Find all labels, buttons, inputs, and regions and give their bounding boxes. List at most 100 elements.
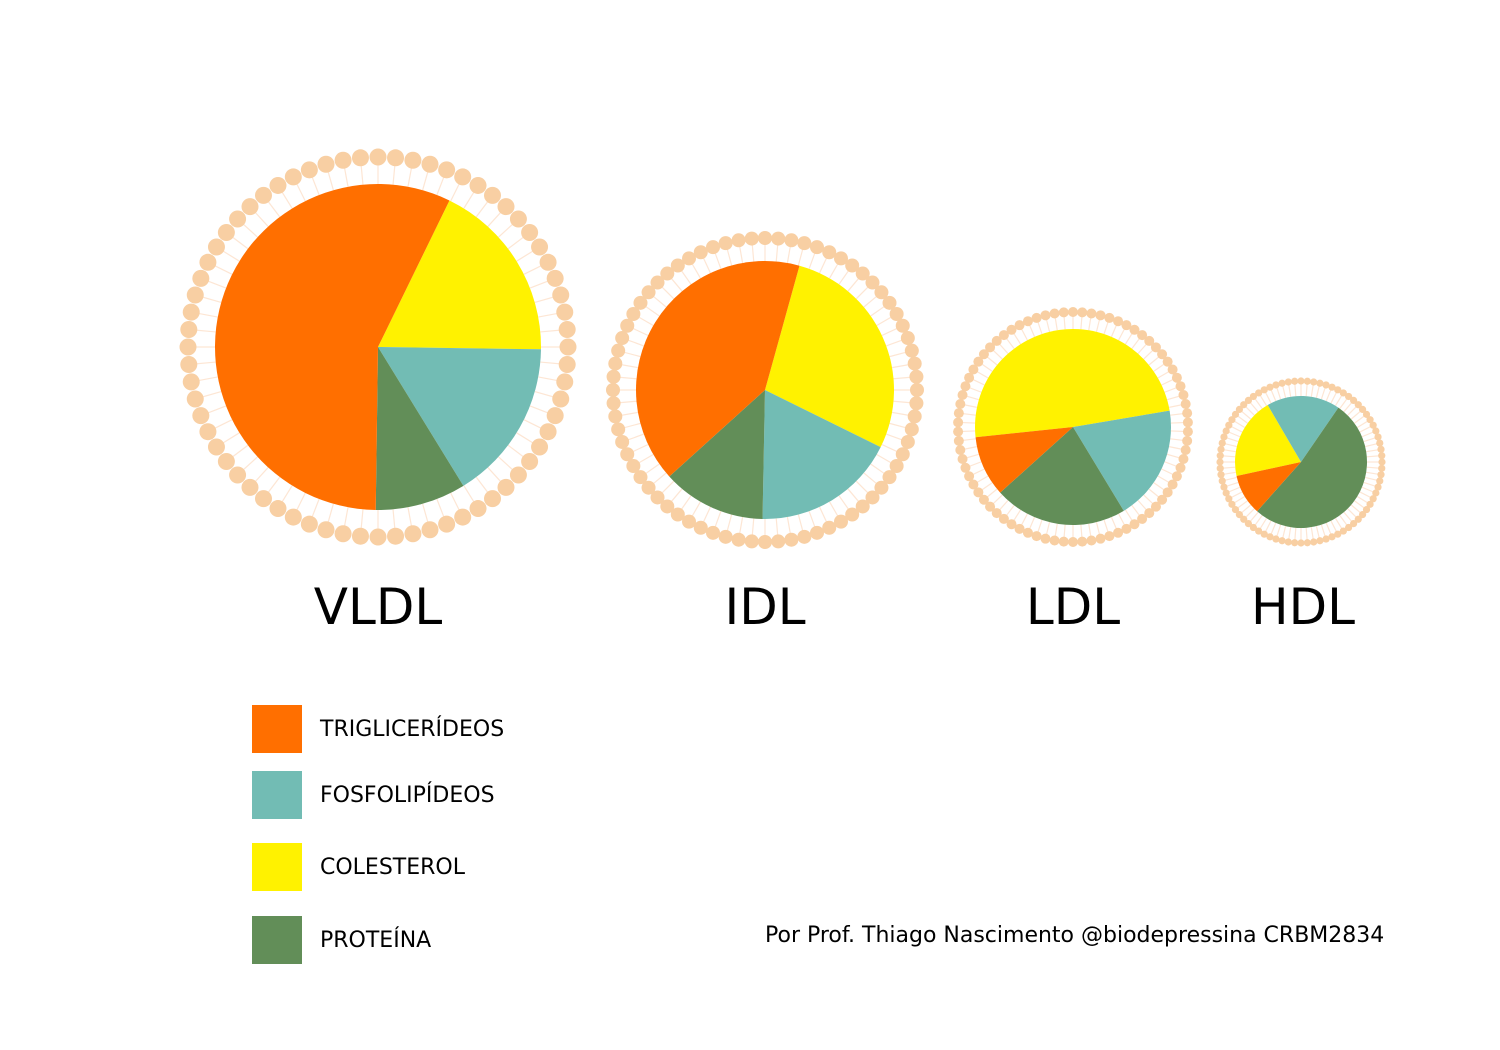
phospholipid-bead — [369, 148, 387, 166]
phospholipid-bead — [1291, 539, 1299, 547]
phospholipid-bead — [1358, 405, 1367, 413]
phospholipid-bead — [269, 500, 287, 518]
phospholipid-bead — [484, 186, 502, 204]
phospholipid-bead — [626, 459, 641, 473]
legend-label: COLESTEROL — [320, 854, 465, 880]
phospholipid-bead — [269, 176, 287, 194]
phospholipid-bead — [1328, 383, 1336, 391]
slice-hdl-colesterol — [1235, 405, 1301, 477]
phospholipid-bead — [822, 520, 837, 535]
phospholipid-bead — [1278, 379, 1286, 387]
phospholipid-bead — [1014, 523, 1025, 534]
phospholipid-bead — [998, 330, 1009, 341]
phospholipid-bead — [497, 198, 515, 216]
phospholipid-bead — [1180, 398, 1191, 409]
phospholipid-bead — [991, 335, 1002, 346]
phospholipid-bead — [1334, 530, 1342, 538]
phospholipid-bead — [1369, 495, 1377, 503]
phospholipid-bead — [300, 161, 318, 179]
phospholipid-bead — [1249, 392, 1257, 401]
phospholipid-bead — [973, 487, 984, 498]
phospholipid-bead — [1378, 458, 1386, 466]
phospholipid-bead — [611, 343, 626, 358]
slice-hdl-fosfolipideos — [1267, 396, 1339, 462]
slice-vldl-colesterol — [378, 200, 541, 350]
phospholipid-bead — [1175, 381, 1186, 392]
phospholipid-bead — [559, 338, 577, 356]
phospholipid-bead — [809, 525, 824, 540]
phospholipid-bead — [771, 231, 786, 246]
phospholipid-bead — [1157, 349, 1168, 360]
slice-hdl-triglicerideos — [1236, 462, 1301, 512]
phospholipid-bead — [521, 223, 539, 241]
slice-hdl-proteina — [1257, 407, 1368, 529]
phospholipid-bead — [1235, 405, 1244, 413]
phospholipid-bead — [1362, 410, 1371, 418]
phospholipid-bead — [199, 423, 217, 441]
phospholipid-bead — [1249, 523, 1257, 532]
phospholipid-bead — [606, 369, 621, 384]
phospholipid-bead — [1376, 477, 1384, 485]
phospholipid-bead — [1303, 377, 1311, 385]
phospholipid-bead — [1266, 383, 1274, 391]
phospholipid-bead — [660, 499, 675, 514]
phospholipid-bead — [758, 535, 772, 549]
phospholipid-bead — [1334, 386, 1342, 394]
phospholipid-bead — [1216, 458, 1224, 466]
phospholipid-bead — [834, 251, 848, 266]
phospholipid-bead — [1316, 537, 1324, 545]
phospholipid-bead — [199, 253, 217, 271]
phospholipid-bead — [1231, 410, 1240, 418]
phospholipid-bead — [620, 447, 635, 462]
phospholipid-bead — [909, 396, 924, 411]
credit-text: Por Prof. Thiago Nascimento @biodepressi… — [765, 923, 1385, 948]
phospholipid-bead — [731, 532, 746, 547]
phospholipid-bead — [1006, 324, 1017, 335]
phospholipid-bead — [957, 390, 968, 401]
phospholipid-bead — [1150, 501, 1161, 512]
phospholipid-bead — [1316, 379, 1324, 387]
pie-vldl — [179, 148, 577, 546]
legend-label: FOSFOLIPÍDEOS — [320, 782, 495, 808]
phospholipid-bead — [1095, 310, 1106, 321]
legend-item-colesterol: COLESTEROL — [252, 843, 465, 891]
phospholipid-bead — [904, 422, 919, 437]
phospholipid-bead — [351, 527, 369, 545]
phospholipid-bead — [1178, 453, 1189, 464]
phospholipid-bead — [973, 356, 984, 367]
phospholipid-bead — [1086, 535, 1097, 546]
legend-item-proteina: PROTEÍNA — [252, 916, 431, 964]
phospholipid-bead — [960, 462, 971, 473]
phospholipid-bead — [693, 245, 708, 260]
phospholipid-bead — [1077, 536, 1088, 547]
phospholipid-bead — [484, 490, 502, 508]
phospholipid-bead — [1303, 539, 1311, 547]
phospholipid-bead — [1031, 531, 1042, 542]
phospholipid-bead — [1339, 527, 1347, 535]
phospholipid-bead — [421, 155, 439, 173]
phospholipid-bead — [1350, 519, 1358, 528]
phospholipid-bead — [834, 514, 848, 529]
phospholipid-bead — [1255, 527, 1263, 535]
phospholipid-bead — [1284, 538, 1292, 546]
phospholipid-bead — [1217, 471, 1225, 479]
phospholipid-bead — [1378, 452, 1386, 460]
phospholipid-bead — [909, 369, 924, 384]
phospholipid-bead — [1220, 483, 1228, 491]
phospholipid-bead — [1022, 527, 1033, 538]
phospholipid-bead — [1216, 464, 1224, 472]
phospholipid-bead — [1255, 389, 1263, 397]
phospholipid-bead — [900, 434, 915, 449]
phospholipid-bead — [186, 390, 204, 408]
phospholipid-bead — [968, 479, 979, 490]
phospholipid-bead — [539, 423, 557, 441]
phospholipid-bead — [955, 398, 966, 409]
slice-ldl-fosfolipideos — [1073, 410, 1171, 511]
phospholipid-bead — [706, 525, 721, 540]
slice-ldl-proteina — [1000, 427, 1124, 525]
phospholipid-bead — [404, 525, 422, 543]
slice-idl-triglicerideos — [636, 261, 800, 477]
phospholipid-bead — [641, 480, 656, 495]
phospholipid-bead — [895, 447, 910, 462]
